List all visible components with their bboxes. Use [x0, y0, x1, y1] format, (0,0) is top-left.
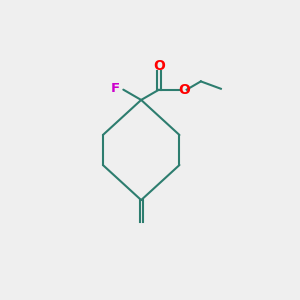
Text: O: O	[153, 59, 165, 73]
Text: F: F	[111, 82, 120, 95]
Text: O: O	[178, 82, 190, 97]
